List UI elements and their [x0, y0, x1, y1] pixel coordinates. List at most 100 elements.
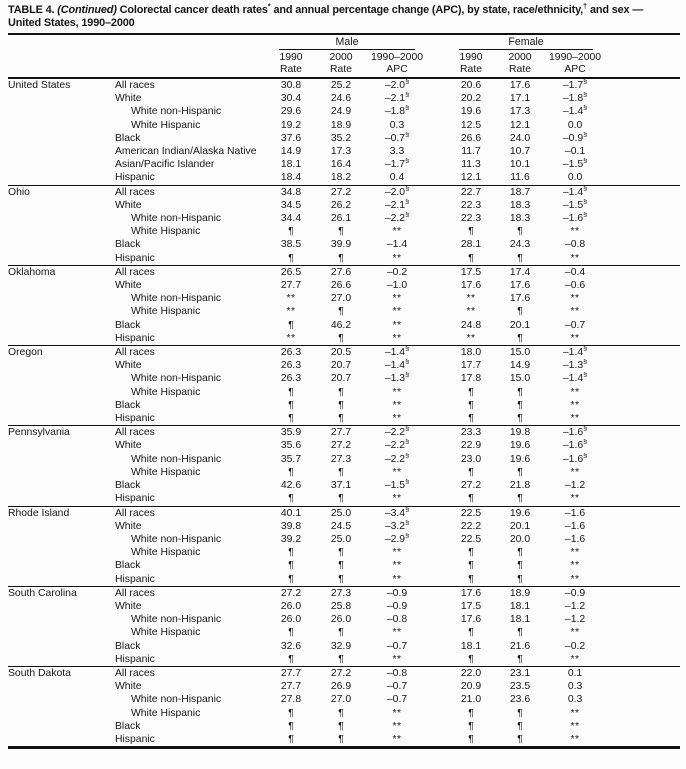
- race-label-cell: Black: [115, 239, 141, 251]
- value-cell: 0.0: [567, 119, 583, 131]
- value-cell: **: [570, 560, 580, 572]
- value-cell: –1.6§: [544, 439, 606, 452]
- value-cell: **: [570, 293, 580, 305]
- value-cell: ¶: [468, 573, 474, 585]
- race-label-cell: White: [115, 681, 142, 693]
- value-cell: 27.2: [266, 585, 316, 600]
- value-cell: ¶: [517, 707, 523, 719]
- significance-marker: §: [583, 212, 588, 219]
- table-row: White 27.7 26.9 –0.7 20.9 23.5 0.3: [8, 680, 680, 693]
- race-label-cell: White Hispanic: [131, 466, 201, 478]
- table-row: White 34.5 26.2 –2.1§ 22.3 18.3 –1.5§: [8, 199, 680, 212]
- value-cell: 10.1: [509, 159, 531, 171]
- value-cell: 30.4: [280, 93, 302, 105]
- row-filler-cell: [606, 319, 680, 332]
- value-cell: ¶: [468, 413, 474, 425]
- value-cell: 18.9: [496, 585, 545, 600]
- row-filler-cell: [606, 559, 680, 572]
- value-cell: **: [570, 653, 580, 665]
- value-cell: –1.6: [564, 520, 586, 532]
- column-gap-cell: [428, 466, 446, 479]
- value-cell: 39.8: [280, 520, 302, 532]
- value-cell: –0.7§: [366, 132, 428, 145]
- column-gap-cell: [428, 533, 446, 546]
- value-cell: 0.3: [567, 694, 583, 706]
- race-label-cell: White non-Hispanic: [131, 213, 222, 225]
- value-cell: **: [570, 399, 580, 411]
- value-cell: 17.3: [330, 146, 352, 158]
- significance-marker: §: [405, 212, 410, 219]
- column-gap-cell: [428, 305, 446, 318]
- value-cell: –0.1: [564, 146, 586, 158]
- row-filler-cell: [606, 92, 680, 105]
- column-gap-cell: [428, 105, 446, 118]
- value-cell: –0.4: [544, 264, 607, 280]
- value-cell: ¶: [288, 560, 294, 572]
- state-name-cell: Rhode Island: [8, 505, 108, 520]
- table-row: White non-Hispanic 26.0 26.0 –0.8 17.6 18.1 –1…: [8, 613, 680, 626]
- value-cell: –2.2§: [366, 439, 428, 452]
- row-filler-cell: [606, 332, 680, 346]
- race-label-cell: All races: [108, 77, 266, 93]
- value-cell: 18.1: [509, 614, 531, 626]
- row-filler-cell: [606, 425, 681, 440]
- value-cell: 18.1: [280, 159, 302, 171]
- column-header-male-apc: 1990–2000 APC: [366, 50, 429, 79]
- value-cell: –1.6: [564, 533, 586, 545]
- row-filler-cell: [606, 505, 681, 520]
- race-label-cell: All races: [108, 425, 266, 440]
- value-cell: 25.2: [316, 77, 366, 93]
- row-filler-cell: [606, 640, 680, 653]
- column-gap-cell: [428, 199, 446, 212]
- table-row: White non-Hispanic 26.3 20.7 –1.3§ 17.8 15.0 –…: [8, 372, 680, 385]
- race-label-cell: Hispanic: [115, 252, 155, 264]
- table-row: White non-Hispanic 27.8 27.0 –0.7 21.0 23.6 0.…: [8, 693, 680, 706]
- header-filler: [606, 33, 681, 50]
- value-cell: –0.6: [564, 280, 586, 292]
- significance-marker: §: [583, 439, 588, 447]
- state-name-cell: [8, 640, 108, 653]
- value-cell: –1.3§: [366, 372, 428, 385]
- value-cell: 22.5: [446, 505, 497, 520]
- significance-marker: §: [405, 92, 410, 99]
- value-cell: 0.1: [544, 665, 607, 681]
- state-name-cell: [8, 92, 108, 105]
- value-cell: 18.9: [330, 119, 352, 131]
- column-gap-cell: [428, 680, 446, 693]
- race-label-cell: Hispanic: [115, 653, 155, 665]
- state-name-cell: [8, 546, 108, 559]
- value-cell: **: [570, 252, 580, 264]
- value-cell: 12.1: [460, 172, 482, 184]
- value-cell: 23.1: [496, 665, 545, 681]
- value-cell: 37.6: [280, 132, 302, 144]
- value-cell: **: [570, 627, 580, 639]
- value-cell: **: [392, 627, 402, 639]
- table-row: Black 32.6 32.9 –0.7 18.1 21.6 –0.2: [8, 640, 680, 653]
- value-cell: 14.9: [509, 360, 531, 372]
- value-cell: 10.7: [509, 146, 531, 158]
- value-cell: **: [392, 466, 402, 478]
- value-cell: **: [392, 733, 402, 745]
- row-filler-cell: [606, 171, 680, 185]
- value-cell: –2.0§: [366, 77, 429, 93]
- race-label-cell: White non-Hispanic: [131, 533, 222, 545]
- row-filler-cell: [606, 238, 680, 251]
- table-row: White Hispanic 19.2 18.9 0.3 12.5 12.1 0.0: [8, 119, 680, 132]
- value-cell: ¶: [338, 547, 344, 559]
- column-gap-cell: [428, 640, 446, 653]
- value-cell: 12.1: [509, 119, 531, 131]
- value-cell: ¶: [517, 399, 523, 411]
- state-group: Ohio All races 34.8 27.2 –2.0§ 22.7 18.7 –1.4§ W…: [8, 184, 681, 265]
- row-filler-cell: [606, 613, 680, 626]
- value-cell: **: [286, 293, 296, 305]
- value-cell: 26.0: [330, 614, 352, 626]
- header-filler: [606, 50, 681, 79]
- race-label-cell: Hispanic: [115, 493, 155, 505]
- value-cell: 27.7: [316, 425, 366, 440]
- value-cell: –1.2: [564, 600, 586, 612]
- value-cell: 35.7: [280, 453, 302, 465]
- race-label-cell: All races: [108, 345, 266, 360]
- race-label-cell: White non-Hispanic: [131, 106, 222, 118]
- value-cell: 29.6: [280, 106, 302, 118]
- value-cell: 17.6: [460, 614, 482, 626]
